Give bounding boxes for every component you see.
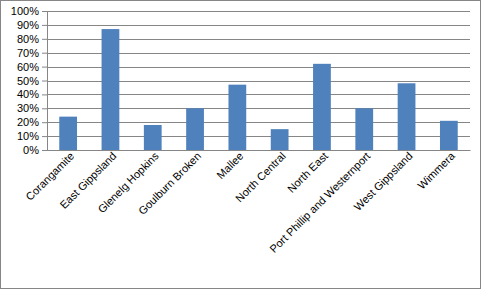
y-tick: 80% — [17, 33, 47, 45]
y-tick-label: 30% — [17, 102, 39, 114]
y-tick-mark — [42, 122, 47, 123]
y-tick-mark — [42, 108, 47, 109]
grid — [47, 12, 470, 151]
bar — [186, 108, 204, 150]
chart-border — [1, 1, 481, 289]
bar — [355, 108, 373, 150]
bar — [59, 117, 77, 150]
x-axis: CorangamiteEast GippslandGlenelg Hopkins… — [23, 149, 470, 255]
x-tick-label: North East — [285, 150, 330, 195]
bars — [59, 29, 457, 150]
y-tick-label: 0% — [23, 144, 39, 156]
x-tick: Goulburn Broken — [136, 150, 203, 217]
y-tick-label: 50% — [17, 75, 39, 87]
y-axis-line — [42, 12, 48, 151]
y-tick-label: 90% — [17, 19, 39, 31]
x-tick-label: Mallee — [214, 150, 245, 181]
y-tick-mark — [42, 11, 47, 12]
y-tick: 60% — [17, 61, 47, 73]
grid-line — [47, 25, 470, 26]
y-tick-label: 100% — [11, 5, 39, 17]
y-tick-label: 80% — [17, 33, 39, 45]
y-tick-label: 40% — [17, 88, 39, 100]
y-tick: 90% — [17, 19, 47, 31]
y-tick: 20% — [17, 116, 47, 128]
y-tick-mark — [42, 67, 47, 68]
y-tick-label: 60% — [17, 61, 39, 73]
y-tick: 100% — [11, 5, 47, 17]
bar — [440, 121, 458, 150]
x-tick-label: Wimmera — [415, 149, 457, 191]
y-axis: 0% 10% 20% 30% 40%50% 60% 70% 80% 90% 100% — [11, 5, 48, 156]
y-tick-label: 20% — [17, 116, 39, 128]
bar — [398, 83, 416, 150]
y-tick-label: 70% — [17, 47, 39, 59]
y-tick-mark — [42, 39, 47, 40]
y-tick: 30% — [17, 102, 47, 114]
y-tick-mark — [42, 53, 47, 54]
y-tick-mark — [42, 94, 47, 95]
bar — [313, 64, 331, 150]
plot: 0% 10% 20% 30% 40%50% 60% 70% 80% 90% 100% Coranga… — [11, 5, 471, 255]
bar — [228, 85, 246, 150]
x-tick: North East — [285, 150, 330, 195]
bar — [102, 29, 120, 150]
x-tick: Mallee — [214, 150, 245, 181]
x-tick-label: Goulburn Broken — [136, 150, 203, 217]
y-tick-mark — [42, 150, 47, 151]
x-tick-label: North Central — [233, 150, 288, 205]
y-tick: 70% — [17, 47, 47, 59]
x-tick: North Central — [233, 150, 288, 205]
x-tick: Wimmera — [415, 149, 457, 191]
y-tick-mark — [42, 81, 47, 82]
x-tick-label: West Gippsland — [351, 150, 414, 213]
y-tick: 0% — [23, 144, 47, 156]
bar — [144, 125, 162, 150]
y-tick-mark — [42, 25, 47, 26]
x-tick: West Gippsland — [351, 150, 414, 213]
chart: 0% 10% 20% 30% 40%50% 60% 70% 80% 90% 100% Coranga… — [0, 0, 481, 289]
y-tick: 10% — [17, 130, 47, 142]
y-tick: 50% — [17, 75, 47, 87]
bar — [271, 129, 289, 150]
grid-line — [47, 11, 470, 12]
y-tick-mark — [42, 136, 47, 137]
y-tick-label: 10% — [17, 130, 39, 142]
y-tick: 40% — [17, 88, 47, 100]
